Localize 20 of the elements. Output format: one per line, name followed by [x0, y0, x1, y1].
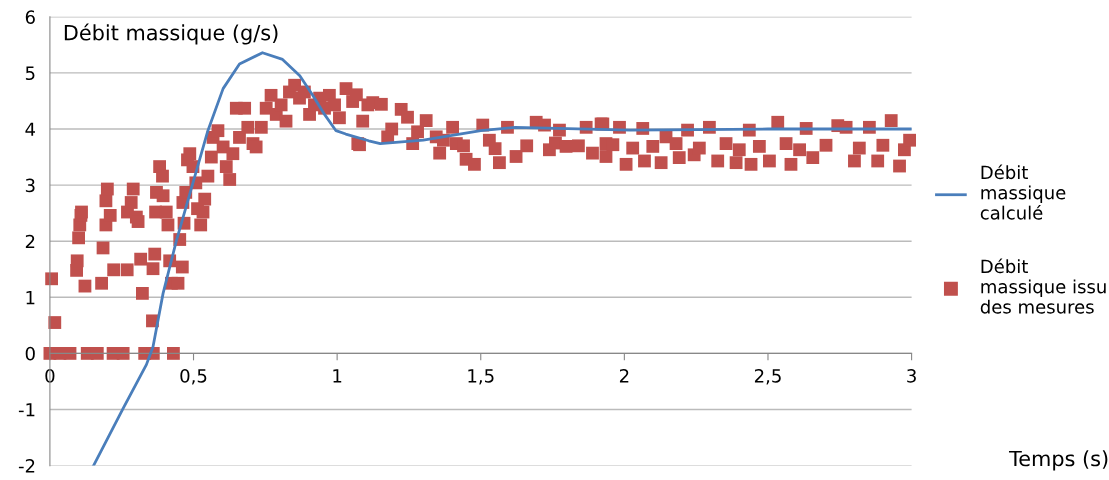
- y-tick-label: -1: [18, 403, 35, 417]
- y-tick-label: 2: [25, 234, 35, 249]
- x-tick-label: 0,5: [180, 369, 207, 385]
- legend-label: Débit massique calculé: [980, 164, 1066, 220]
- y-tick-label: 0: [25, 346, 35, 361]
- x-tick-label: 2: [619, 369, 629, 383]
- y-tick-label: 1: [26, 291, 35, 305]
- x-tick-label: 1,5: [468, 369, 494, 385]
- x-tick-label: 2,5: [754, 369, 781, 385]
- y-tick-label: 3: [25, 178, 35, 193]
- y-axis-title: Débit massique (g/s): [64, 23, 278, 45]
- x-axis-title: Temps (s): [1008, 450, 1108, 471]
- legend-label: Débit massique issu des mesures: [980, 258, 1106, 314]
- y-tick-label: 5: [25, 66, 35, 81]
- y-tick-label: 6: [25, 10, 35, 24]
- y-tick-label: 4: [25, 122, 35, 136]
- x-tick-label: 1: [333, 369, 342, 383]
- x-tick-label: 3: [907, 369, 916, 383]
- x-tick-label: 0: [45, 369, 55, 383]
- y-tick-label: -2: [18, 459, 35, 473]
